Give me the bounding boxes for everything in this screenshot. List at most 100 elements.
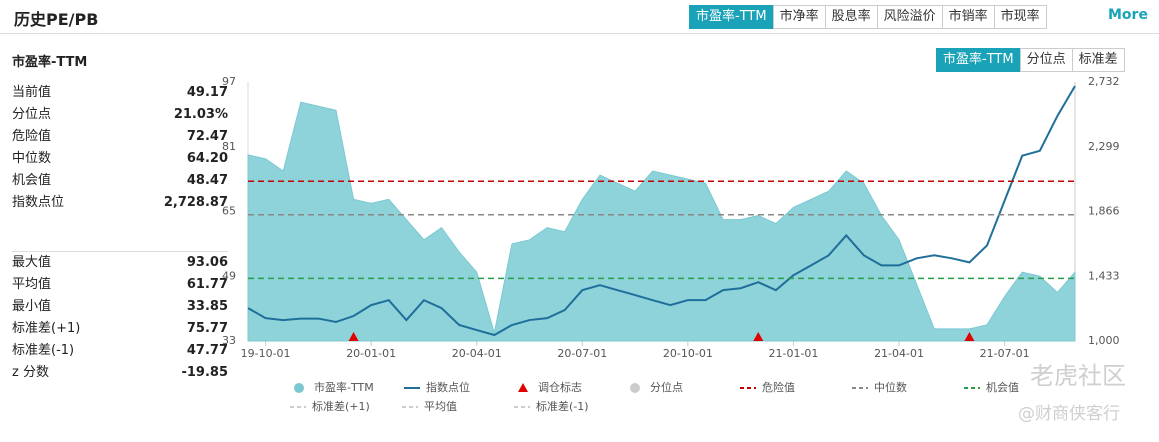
stat-label: 指数点位 bbox=[12, 195, 65, 210]
stat-row: 危险值 72.47 bbox=[12, 126, 228, 148]
legend-item[interactable]: 分位点 bbox=[630, 380, 683, 394]
tab[interactable]: 市销率 bbox=[941, 5, 995, 29]
stat-label: 中位数 bbox=[12, 151, 52, 166]
stat-value: 33.85 bbox=[186, 299, 228, 314]
stat-row: 最大值 93.06 bbox=[12, 252, 228, 274]
stat-label: z 分数 bbox=[12, 365, 49, 380]
x-tick-label: 21-07-01 bbox=[980, 347, 1030, 360]
sub-tab[interactable]: 标准差 bbox=[1071, 48, 1125, 72]
sub-tab[interactable]: 市盈率-TTM bbox=[936, 48, 1021, 72]
stat-label: 当前值 bbox=[12, 85, 52, 100]
rebalance-marker bbox=[753, 332, 764, 341]
legend-item[interactable]: 指数点位 bbox=[404, 380, 470, 394]
stat-row: 分位点 21.03% bbox=[12, 104, 228, 126]
x-tick-label: 19-10-01 bbox=[241, 347, 291, 360]
watermark: 老虎社区 bbox=[1030, 362, 1126, 390]
page-title: 历史PE/PB bbox=[14, 10, 99, 29]
y2-tick-label: 1,866 bbox=[1088, 205, 1120, 218]
y-tick-label: 65 bbox=[222, 205, 236, 218]
y2-tick-label: 1,433 bbox=[1088, 269, 1120, 282]
x-tick-label: 20-10-01 bbox=[663, 347, 713, 360]
rebalance-marker bbox=[964, 332, 975, 341]
stat-row: 平均值 61.77 bbox=[12, 274, 228, 296]
legend-label: 中位数 bbox=[874, 380, 907, 394]
stat-row: 标准差(+1) 75.77 bbox=[12, 318, 228, 340]
legend-label: 机会值 bbox=[986, 380, 1019, 394]
tab[interactable]: 股息率 bbox=[824, 5, 878, 29]
y2-tick-label: 1,000 bbox=[1088, 334, 1120, 347]
legend-label: 分位点 bbox=[650, 380, 683, 394]
stat-label: 机会值 bbox=[12, 173, 52, 188]
legend-item[interactable]: 机会值 bbox=[964, 380, 1019, 394]
stat-label: 分位点 bbox=[12, 107, 52, 122]
legend-label: 市盈率-TTM bbox=[314, 380, 374, 394]
x-tick-label: 20-04-01 bbox=[452, 347, 502, 360]
stat-row: 标准差(-1) 47.77 bbox=[12, 340, 228, 362]
legend-symbol bbox=[630, 383, 640, 393]
y-tick-label: 81 bbox=[222, 140, 236, 153]
stat-value: 48.47 bbox=[186, 173, 228, 188]
stat-value: 49.17 bbox=[186, 85, 228, 100]
legend-label: 标准差(-1) bbox=[536, 399, 589, 413]
tab[interactable]: 市现率 bbox=[993, 5, 1047, 29]
stat-row: 机会值 48.47 bbox=[12, 170, 228, 192]
stat-label: 危险值 bbox=[12, 129, 52, 144]
stats-group: 当前值 49.17 分位点 21.03% 危险值 72.47 中位数 64.20 机会值 48.4… bbox=[12, 82, 228, 214]
legend-item[interactable]: 平均值 bbox=[402, 400, 457, 413]
stat-value: 72.47 bbox=[186, 129, 228, 144]
legend-item[interactable]: 标准差(-1) bbox=[514, 399, 589, 413]
x-tick-label: 21-04-01 bbox=[874, 347, 924, 360]
index-line bbox=[247, 85, 1076, 337]
y-tick-label: 97 bbox=[222, 75, 236, 88]
x-tick-label: 20-01-01 bbox=[346, 347, 396, 360]
stat-value: 93.06 bbox=[186, 255, 228, 270]
stat-label: 标准差(-1) bbox=[12, 343, 75, 358]
stat-value: 64.20 bbox=[186, 151, 228, 166]
y2-tick-label: 2,299 bbox=[1088, 140, 1120, 153]
stat-value: -19.85 bbox=[181, 365, 228, 380]
stat-row: 中位数 64.20 bbox=[12, 148, 228, 170]
x-tick-label: 20-07-01 bbox=[557, 347, 607, 360]
legend-item[interactable]: 市盈率-TTM bbox=[294, 380, 374, 394]
y-tick-label: 49 bbox=[222, 269, 236, 282]
stats-group: 最大值 93.06 平均值 61.77 最小值 33.85 标准差(+1) 75.77 标准差(… bbox=[12, 251, 228, 384]
sub-tab-bar: 市盈率-TTM 分位点 标准差 bbox=[936, 48, 1125, 72]
stat-label: 最大值 bbox=[12, 255, 52, 270]
rebalance-marker bbox=[348, 332, 359, 341]
sub-tab[interactable]: 分位点 bbox=[1019, 48, 1073, 72]
legend-label: 平均值 bbox=[424, 400, 457, 413]
stat-value: 21.03% bbox=[173, 107, 228, 122]
stat-row: 当前值 49.17 bbox=[12, 82, 228, 104]
stat-value: 61.77 bbox=[186, 277, 228, 292]
watermark: @财商侠客行 bbox=[1018, 404, 1120, 424]
stat-label: 最小值 bbox=[12, 299, 52, 314]
legend-item[interactable]: 调仓标志 bbox=[518, 380, 582, 394]
stat-row: z 分数 -19.85 bbox=[12, 362, 228, 384]
tab[interactable]: 风险溢价 bbox=[876, 5, 943, 29]
pe-area bbox=[247, 101, 1076, 342]
tab-bar: 市盈率-TTM 市净率 股息率 风险溢价 市销率 市现率 bbox=[689, 5, 1047, 29]
stat-value: 75.77 bbox=[186, 321, 228, 336]
x-tick-label: 21-01-01 bbox=[768, 347, 818, 360]
y2-tick-label: 2,732 bbox=[1088, 75, 1120, 88]
legend-label: 调仓标志 bbox=[538, 380, 582, 394]
legend-item[interactable]: 标准差(+1) bbox=[290, 399, 370, 413]
legend-item[interactable]: 中位数 bbox=[852, 380, 907, 394]
legend-label: 标准差(+1) bbox=[312, 399, 370, 413]
legend-symbol bbox=[294, 383, 304, 393]
legend-item[interactable]: 危险值 bbox=[740, 380, 795, 394]
panel-subtitle: 市盈率-TTM bbox=[12, 55, 88, 70]
stat-label: 平均值 bbox=[12, 277, 52, 292]
legend-label: 危险值 bbox=[762, 380, 795, 394]
y-tick-label: 33 bbox=[222, 334, 236, 347]
stat-value: 47.77 bbox=[186, 343, 228, 358]
stat-label: 标准差(+1) bbox=[12, 321, 81, 336]
legend-symbol bbox=[518, 383, 528, 392]
legend-label: 指数点位 bbox=[426, 380, 470, 394]
stat-value: 2,728.87 bbox=[163, 195, 228, 210]
stat-row: 指数点位 2,728.87 bbox=[12, 192, 228, 214]
more-link[interactable]: More bbox=[1108, 7, 1148, 23]
stat-row: 最小值 33.85 bbox=[12, 296, 228, 318]
